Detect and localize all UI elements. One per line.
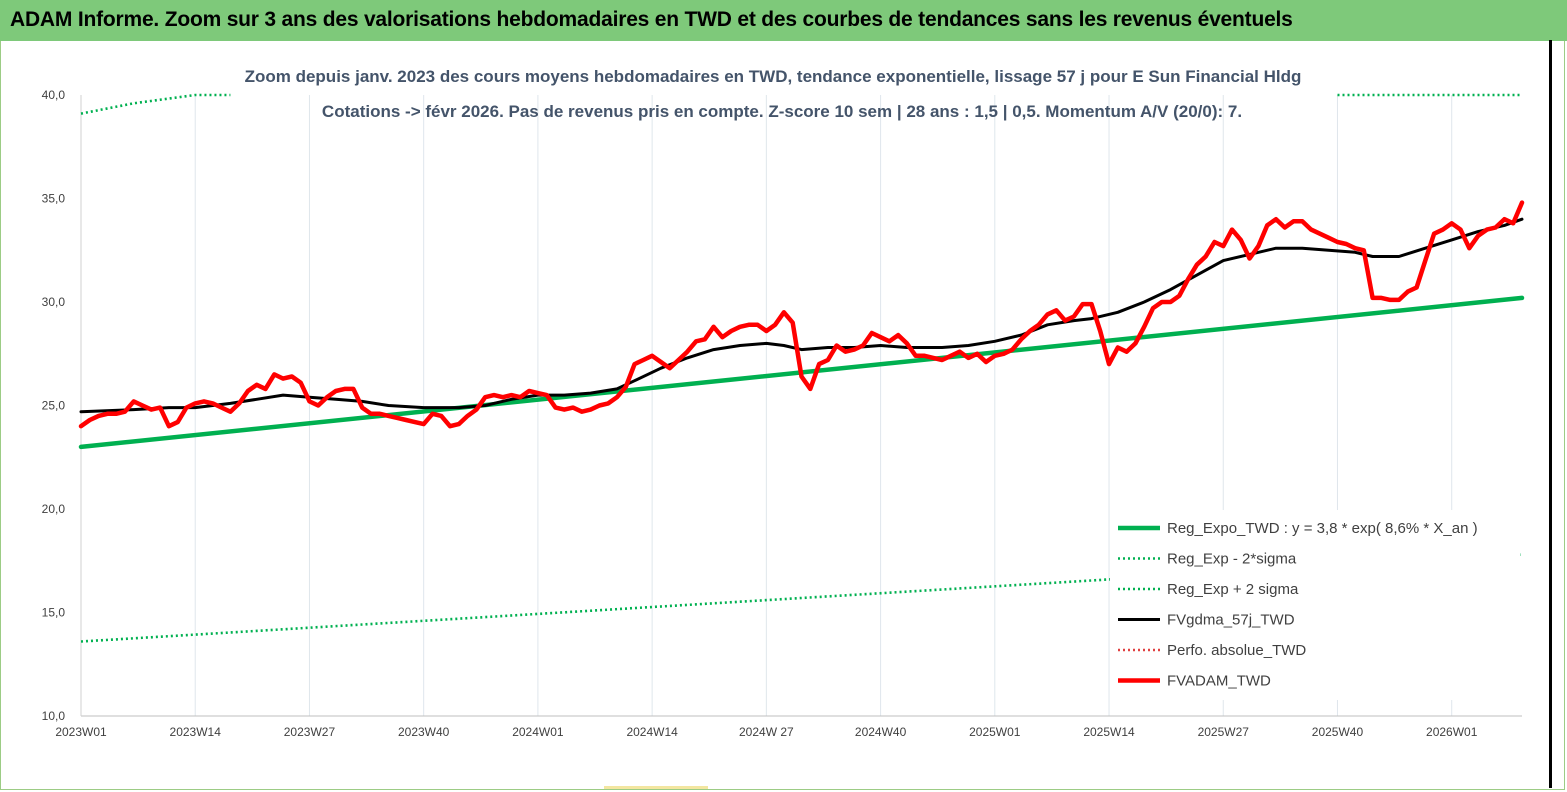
chart-subtitle: Cotations -> févr 2026. Pas de revenus p…	[322, 102, 1242, 121]
y-tick-label: 25,0	[42, 399, 66, 413]
axes: 2023W01 2023W14 2023W27 2023W40 2024W01 2024W…	[42, 88, 1522, 739]
x-tick-label: 2023W40	[398, 725, 450, 739]
x-tick-label: 2023W27	[284, 725, 336, 739]
header-bar: ADAM Informe. Zoom sur 3 ans des valoris…	[0, 0, 1567, 41]
x-tick-label: 2026W01	[1426, 725, 1478, 739]
x-tick-label: 2024W40	[855, 725, 907, 739]
x-tick-label: 2024W 27	[739, 725, 794, 739]
right-edge-marker	[1549, 40, 1552, 788]
series-line-fvadam-twd	[78, 200, 1525, 429]
legend-label: FVADAM_TWD	[1167, 673, 1271, 690]
legend-box	[1110, 510, 1520, 700]
x-tick-label: 2025W14	[1083, 725, 1135, 739]
chart-title: Zoom depuis janv. 2023 des cours moyens …	[245, 67, 1302, 86]
y-tick-label: 10,0	[42, 709, 66, 723]
legend-label: Reg_Exp + 2 sigma	[1167, 581, 1299, 598]
legend-label: Reg_Expo_TWD : y = 3,8 * exp( 8,6% * X_a…	[1167, 520, 1478, 537]
legend: Reg_Expo_TWD : y = 3,8 * exp( 8,6% * X_a…	[1110, 510, 1520, 700]
x-tick-label: 2025W40	[1312, 725, 1364, 739]
y-tick-label: 35,0	[42, 192, 66, 206]
x-tick-label: 2023W14	[170, 725, 222, 739]
series-line-reg-exp-2-sigma	[80, 553, 1523, 643]
x-tick-label: 2024W01	[512, 725, 564, 739]
y-tick-label: 40,0	[42, 88, 66, 102]
x-tick-label: 2024W14	[626, 725, 678, 739]
x-tick-label: 2025W01	[969, 725, 1021, 739]
x-tick-label: 2025W27	[1198, 725, 1250, 739]
legend-label: Perfo. absolue_TWD	[1167, 642, 1306, 659]
header-title: ADAM Informe. Zoom sur 3 ans des valoris…	[10, 8, 1293, 31]
series-line-fvgdma-57j-twd	[79, 217, 1524, 414]
y-tick-label: 20,0	[42, 502, 66, 516]
x-tick-label: 2023W01	[55, 725, 107, 739]
legend-label: FVgdma_57j_TWD	[1167, 612, 1295, 629]
y-tick-label: 30,0	[42, 295, 66, 309]
y-tick-label: 15,0	[42, 606, 66, 620]
series-line-reg-exp-2-sigma	[80, 93, 231, 115]
series	[78, 93, 1525, 643]
bottom-edge-marker	[604, 786, 708, 789]
legend-label: Reg_Exp - 2*sigma	[1167, 551, 1297, 568]
